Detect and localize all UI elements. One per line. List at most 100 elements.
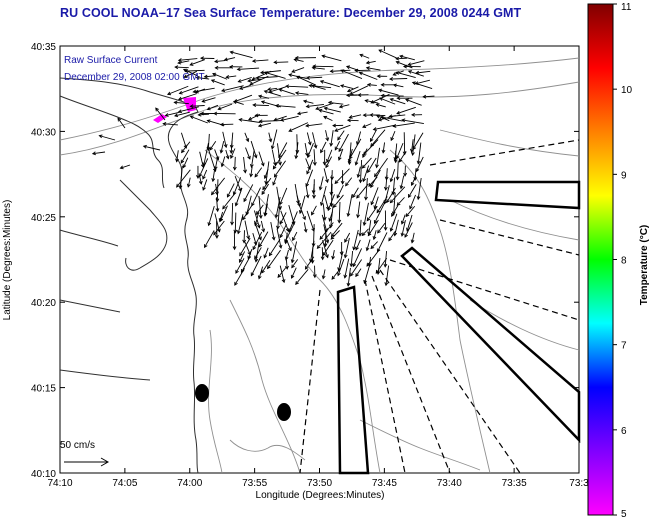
current-vector-head (285, 84, 290, 89)
current-vector (179, 86, 199, 94)
current-vector-head (401, 118, 406, 123)
current-vector-head (222, 205, 226, 210)
current-vector-head (229, 64, 234, 69)
y-tick-label: 40:35 (31, 42, 56, 53)
current-vector-head (292, 237, 296, 242)
current-vector-head (252, 103, 257, 107)
current-vector (252, 232, 257, 245)
current-vector-head (251, 76, 256, 81)
current-vector (256, 76, 278, 79)
current-vector-head (358, 179, 363, 184)
current-vector-head (202, 175, 206, 180)
current-vector-head (312, 274, 317, 279)
current-vector-head (219, 149, 224, 154)
current-vector (92, 151, 106, 155)
current-vector-head (381, 149, 386, 154)
current-vector-head (223, 143, 228, 149)
current-vector-head (276, 225, 280, 230)
current-vector-head (294, 91, 300, 96)
current-vector (386, 187, 396, 203)
y-tick-label: 40:30 (31, 127, 56, 138)
current-vector-head (373, 205, 378, 210)
current-vector-head (405, 213, 410, 218)
current-vector (247, 249, 253, 260)
current-vector-head (378, 88, 383, 93)
current-vector-head (376, 114, 381, 119)
current-vector-head (395, 155, 400, 160)
current-vector (377, 232, 388, 252)
x-tick-label: 74:05 (112, 478, 137, 489)
current-vector-head (325, 164, 329, 169)
current-vector (252, 231, 263, 250)
current-vector (202, 179, 208, 191)
current-vector (255, 241, 260, 262)
current-vector (235, 187, 243, 206)
current-vector-head (391, 212, 395, 217)
current-vector-head (258, 236, 262, 241)
current-vector (241, 255, 251, 273)
current-vector-head (388, 114, 393, 119)
current-vector-head (355, 273, 359, 278)
current-vector-head (307, 166, 311, 171)
current-vector (344, 237, 350, 258)
current-vector (305, 169, 314, 187)
colorbar-tick-label: 8 (621, 256, 627, 267)
current-vector-head (214, 65, 219, 70)
current-vectors (91, 49, 435, 287)
current-vector (362, 123, 372, 128)
current-vector (329, 211, 333, 222)
current-vector-head (251, 202, 255, 207)
current-vector (376, 147, 380, 168)
current-vector-head (233, 229, 238, 234)
y-axis-ticks: 40:35 40:30 40:25 40:20 40:15 40:10 (31, 42, 579, 480)
current-vector-head (362, 221, 367, 227)
current-vector-head (352, 194, 356, 199)
current-vector (239, 251, 246, 263)
current-vector-head (180, 159, 185, 164)
current-vector (297, 111, 308, 115)
current-vector-head (261, 228, 266, 233)
current-vector (389, 78, 408, 80)
current-vector (238, 76, 252, 83)
current-vector-head (186, 183, 191, 188)
current-vector (277, 266, 287, 278)
current-vector (390, 130, 396, 141)
current-vector-head (177, 58, 182, 63)
current-vector-head (281, 279, 286, 284)
y-tick-label: 40:25 (31, 213, 56, 224)
current-vector (367, 84, 377, 86)
black-dot (195, 384, 209, 402)
current-vector (296, 76, 317, 86)
current-vector-head (249, 173, 254, 178)
current-vector (243, 184, 254, 202)
current-vector (187, 177, 191, 187)
current-vector-head (399, 54, 404, 59)
current-vector-head (91, 151, 96, 156)
current-vector-head (338, 148, 343, 153)
current-vector (211, 177, 226, 195)
current-vector (336, 185, 344, 199)
current-vector-head (198, 173, 203, 178)
current-vector-head (306, 154, 311, 159)
current-vector (258, 266, 264, 279)
current-vector-head (337, 156, 342, 161)
current-vector-head (178, 90, 183, 95)
current-vector (359, 72, 378, 80)
current-vector-head (262, 186, 266, 191)
current-vector-head (405, 98, 410, 103)
current-vector-head (336, 194, 341, 199)
current-vector-head (296, 200, 300, 205)
current-vector-head (278, 88, 283, 92)
current-vector-head (410, 181, 415, 187)
current-vector-head (364, 99, 369, 103)
current-vector (244, 132, 249, 142)
current-vector (423, 95, 435, 98)
current-vector (306, 210, 315, 232)
current-vector (174, 111, 190, 117)
current-vector (391, 205, 399, 217)
current-vector-head (372, 236, 377, 241)
current-vector-head (318, 186, 323, 191)
current-vector-head (213, 166, 218, 171)
current-vector-head (232, 246, 237, 251)
current-vector-head (349, 263, 354, 268)
